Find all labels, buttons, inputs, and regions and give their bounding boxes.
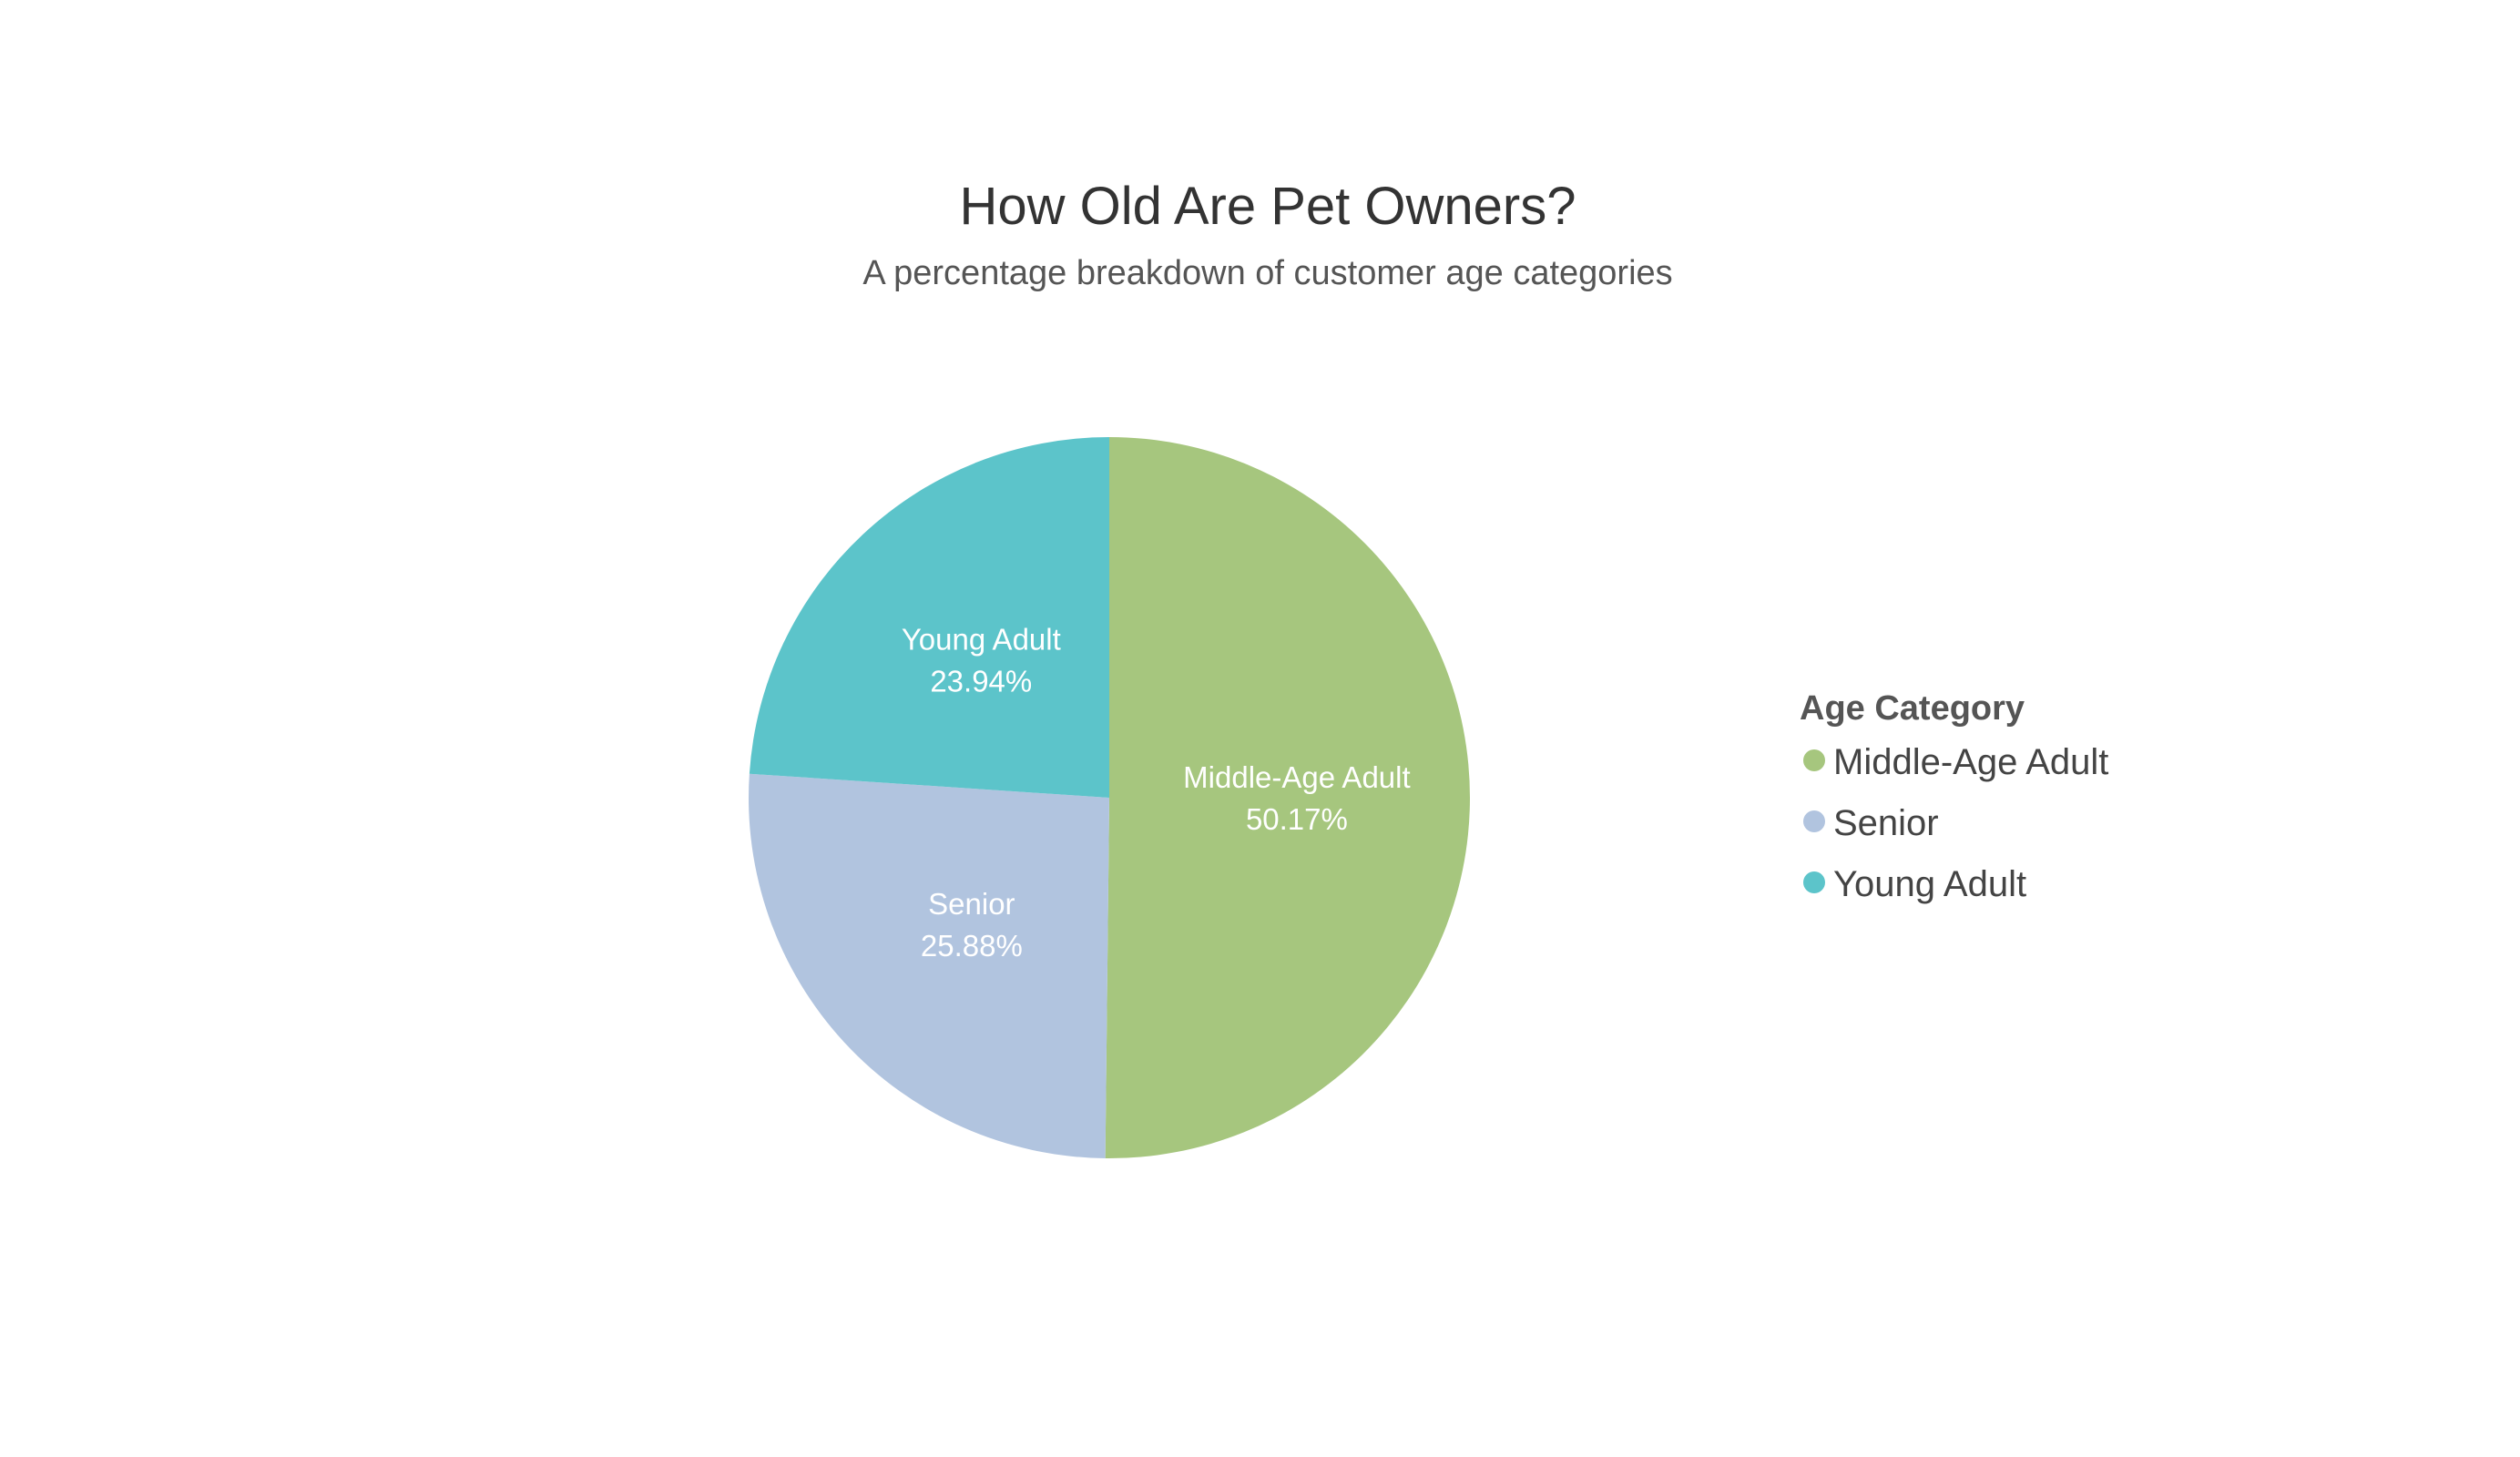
legend-title: Age Category xyxy=(1800,689,2025,728)
pie-slices xyxy=(749,437,1471,1158)
pie-slice-senior xyxy=(749,773,1109,1158)
slice-value-senior: 25.88% xyxy=(921,929,1023,963)
slice-label-senior: Senior xyxy=(928,887,1015,921)
legend-swatch-middle-age-adult xyxy=(1803,749,1825,771)
pie-slice-young-adult xyxy=(749,437,1109,798)
legend-swatch-senior xyxy=(1803,810,1825,832)
slice-label-middle-age-adult: Middle-Age Adult xyxy=(1183,760,1410,794)
legend-label-middle-age-adult: Middle-Age Adult xyxy=(1833,742,2108,782)
legend-label-senior: Senior xyxy=(1833,803,1939,843)
slice-label-young-adult: Young Adult xyxy=(902,623,1061,657)
slice-value-middle-age-adult: 50.17% xyxy=(1246,802,1348,836)
chart-subtitle: A percentage breakdown of customer age c… xyxy=(862,254,1672,292)
pie-slice-middle-age-adult xyxy=(1105,437,1471,1158)
slice-value-young-adult: 23.94% xyxy=(930,665,1032,698)
legend-swatch-young-adult xyxy=(1803,871,1825,893)
legend-label-young-adult: Young Adult xyxy=(1833,864,2026,904)
legend: Age Category Middle-Age Adult Senior Young… xyxy=(1800,689,2108,904)
slice-labels: Middle-Age Adult 50.17% Senior 25.88% Young … xyxy=(902,623,1411,963)
chart-title: How Old Are Pet Owners? xyxy=(960,177,1576,236)
